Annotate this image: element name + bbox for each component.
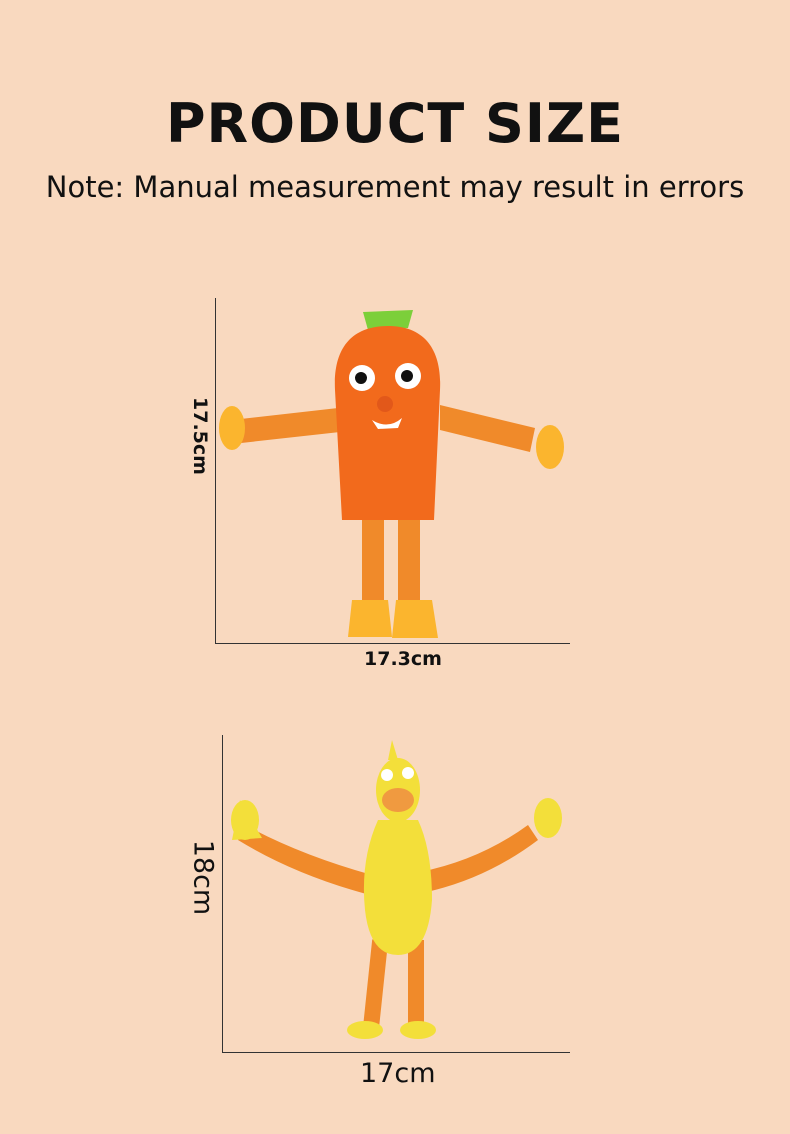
chicken-toy-image (231, 740, 562, 1039)
width-label: 17cm (360, 1058, 436, 1089)
carrot-toy-image (219, 310, 564, 638)
page-title: PRODUCT SIZE (165, 92, 625, 155)
height-label: 17.5cm (189, 397, 211, 475)
width-dimension-line (215, 643, 570, 644)
height-dimension-line (222, 735, 223, 1052)
measurement-note: Note: Manual measurement may result in e… (45, 170, 745, 204)
width-label: 17.3cm (364, 648, 442, 670)
width-dimension-line (222, 1052, 570, 1053)
height-dimension-line (215, 298, 216, 643)
height-label: 18cm (187, 839, 219, 916)
